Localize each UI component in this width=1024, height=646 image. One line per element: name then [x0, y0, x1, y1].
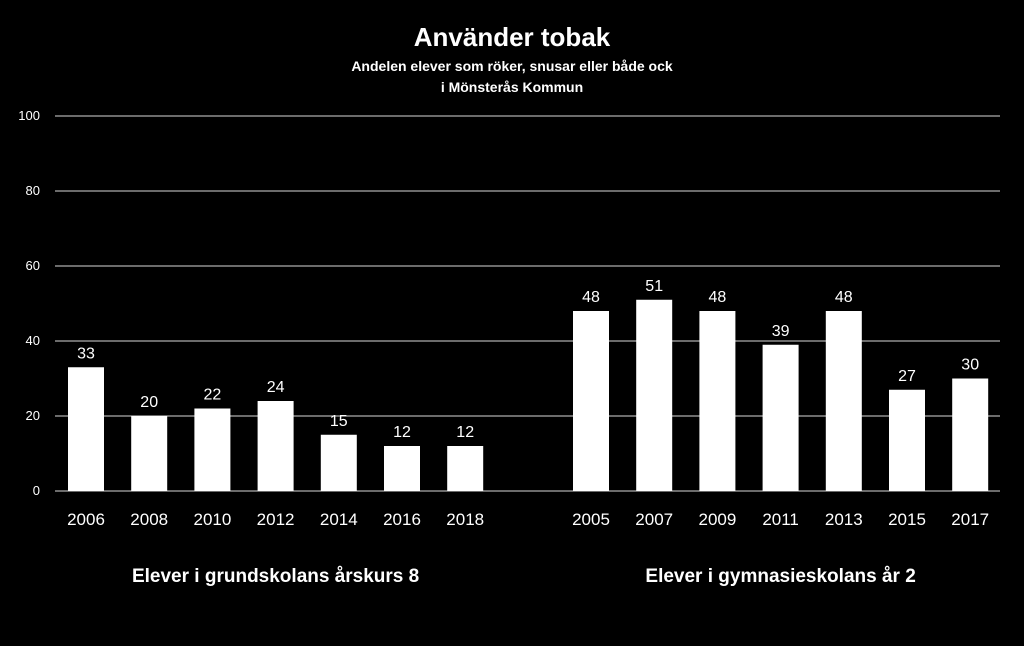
- y-tick-label-40: 40: [26, 333, 40, 348]
- data-label-2006: 33: [77, 345, 95, 362]
- y-tick-label-60: 60: [26, 258, 40, 273]
- bar-2005: [573, 311, 609, 491]
- x-tick-label-2009: 2009: [698, 510, 736, 529]
- x-tick-label-2012: 2012: [257, 510, 295, 529]
- x-tick-label-2013: 2013: [825, 510, 863, 529]
- plot-area: 0 20 40 60 80 100 33 2006 20 2008 22 2010 24 2012 15 20…: [18, 108, 1000, 587]
- x-tick-label-2017: 2017: [951, 510, 989, 529]
- bar-2006: [68, 367, 104, 491]
- data-label-2017: 30: [961, 357, 979, 374]
- data-label-2009: 48: [709, 289, 727, 306]
- x-tick-label-2014: 2014: [320, 510, 358, 529]
- data-label-2018: 12: [456, 424, 474, 441]
- bar-2017: [952, 378, 989, 491]
- data-label-2012: 24: [267, 379, 285, 396]
- data-label-2013: 48: [835, 289, 853, 306]
- x-tick-label-2018: 2018: [446, 510, 484, 529]
- x-tick-label-2010: 2010: [193, 510, 231, 529]
- chart-title: Använder tobak: [414, 22, 611, 52]
- group-label-2: Elever i gymnasieskolans år 2: [645, 566, 915, 587]
- data-label-2005: 48: [582, 289, 600, 306]
- bar-2013: [825, 311, 862, 491]
- data-label-2010: 22: [204, 387, 222, 404]
- data-label-2014: 15: [330, 413, 348, 430]
- bar-2018: [447, 446, 484, 491]
- bar-2012: [257, 401, 294, 491]
- y-tick-label-20: 20: [26, 408, 40, 423]
- x-tick-label-2007: 2007: [635, 510, 673, 529]
- y-tick-label-0: 0: [33, 483, 40, 498]
- group-label-1: Elever i grundskolans årskurs 8: [132, 566, 419, 587]
- chart-subtitle-line-1: Andelen elever som röker, snusar eller b…: [351, 58, 673, 74]
- x-tick-label-2005: 2005: [572, 510, 610, 529]
- x-tick-label-2006: 2006: [67, 510, 105, 529]
- bar-2010: [194, 408, 231, 491]
- bar-2015: [889, 389, 925, 491]
- bar-2016: [384, 446, 420, 491]
- x-tick-label-2015: 2015: [888, 510, 926, 529]
- x-tick-label-2011: 2011: [762, 510, 799, 529]
- x-tick-label-2016: 2016: [383, 510, 421, 529]
- y-tick-label-100: 100: [18, 108, 40, 123]
- y-tick-label-80: 80: [26, 183, 40, 198]
- data-label-2016: 12: [393, 424, 411, 441]
- bar-2014: [320, 434, 357, 491]
- bar-2008: [131, 416, 168, 491]
- data-label-2007: 51: [645, 278, 663, 295]
- chart-subtitle-line-2: i Mönsterås Kommun: [441, 79, 583, 95]
- bar-2009: [699, 311, 736, 491]
- x-tick-label-2008: 2008: [130, 510, 168, 529]
- data-label-2008: 20: [140, 394, 158, 411]
- data-label-2015: 27: [898, 368, 916, 385]
- bar-2011: [762, 344, 799, 491]
- bar-2007: [636, 299, 673, 491]
- data-label-2011: 39: [772, 323, 790, 340]
